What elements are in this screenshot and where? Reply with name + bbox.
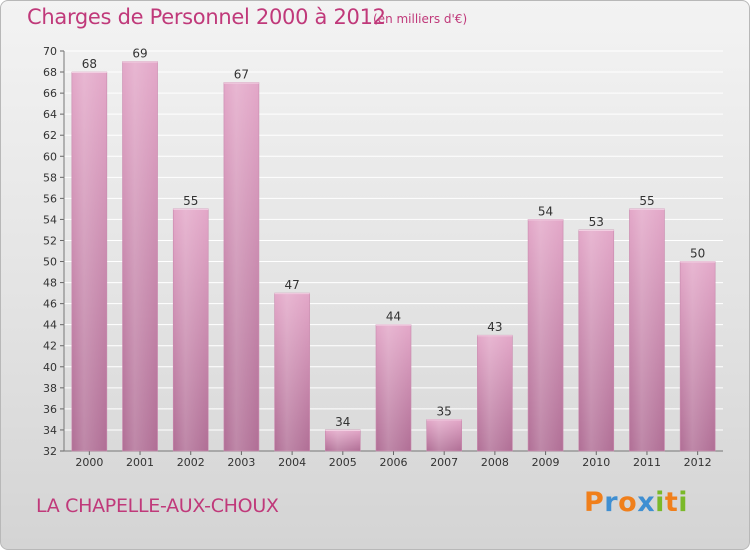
chart-title: Charges de Personnel 2000 à 2012: [27, 5, 386, 29]
data-label-2009: 54: [538, 204, 553, 218]
data-label-2008: 43: [487, 320, 502, 334]
x-tick-label-2002: 2002: [177, 456, 205, 469]
y-tick-label: 52: [43, 234, 57, 247]
data-label-2005: 34: [335, 415, 350, 429]
y-tick-label: 36: [43, 403, 57, 416]
data-label-2004: 47: [284, 278, 299, 292]
logo-letter: i: [678, 487, 689, 518]
y-tick-label: 60: [43, 150, 57, 163]
y-tick-label: 54: [43, 213, 57, 226]
x-tick-label-2007: 2007: [430, 456, 458, 469]
logo-letter: x: [637, 487, 656, 518]
y-tick-label: 32: [43, 445, 57, 458]
x-tick-label-2000: 2000: [75, 456, 103, 469]
x-tick-label-2006: 2006: [380, 456, 408, 469]
chart-subtitle: (en milliers d'€): [373, 12, 468, 26]
data-label-2007: 35: [437, 404, 452, 418]
bar-shine-2007: [426, 419, 462, 451]
bar-shine-2005: [325, 429, 361, 451]
bar-shine-2011: [629, 208, 665, 451]
bar-shine-2002: [173, 208, 209, 451]
data-label-2012: 50: [690, 247, 705, 261]
bar-shine-2004: [274, 293, 310, 451]
bar-shine-2010: [578, 229, 614, 451]
data-label-2006: 44: [386, 310, 401, 324]
logo-letter: P: [584, 487, 605, 518]
bar-shine-2000: [71, 72, 107, 451]
y-tick-label: 70: [43, 45, 57, 58]
logo-letter: i: [655, 487, 665, 518]
data-label-2010: 53: [589, 215, 604, 229]
y-tick-label: 42: [43, 340, 57, 353]
y-tick-label: 66: [43, 87, 57, 100]
y-tick-label: 46: [43, 298, 57, 311]
y-tick-label: 44: [43, 319, 57, 332]
y-tick-label: 48: [43, 277, 57, 290]
y-tick-label: 64: [43, 108, 57, 121]
y-tick-label: 34: [43, 424, 57, 437]
bar-shine-2008: [477, 335, 513, 451]
bar-shine-2012: [680, 261, 716, 451]
bar-shine-2009: [528, 219, 564, 451]
x-tick-label-2004: 2004: [278, 456, 306, 469]
y-tick-label: 40: [43, 361, 57, 374]
data-label-2003: 67: [234, 68, 249, 82]
place-name: LA CHAPELLE-AUX-CHOUX: [36, 495, 279, 517]
x-tick-label-2003: 2003: [227, 456, 255, 469]
logo-letter: t: [664, 487, 679, 518]
x-tick-label-2008: 2008: [481, 456, 509, 469]
x-tick-label-2001: 2001: [126, 456, 154, 469]
bar-layer: [71, 61, 716, 452]
y-tick-label: 56: [43, 192, 57, 205]
bar-shine-2001: [122, 61, 158, 452]
data-label-2000: 68: [82, 57, 97, 71]
y-tick-label: 68: [43, 66, 57, 79]
bar-shine-2003: [223, 82, 259, 451]
y-tick-label: 62: [43, 129, 57, 142]
bar-shine-2006: [376, 324, 411, 451]
x-tick-label-2005: 2005: [329, 456, 357, 469]
y-tick-label: 58: [43, 171, 57, 184]
y-tick-label: 38: [43, 382, 57, 395]
y-tick-label: 50: [43, 256, 57, 269]
x-tick-label-2010: 2010: [582, 456, 610, 469]
label-layer: 68 69 55 67 47 34 44 35 43 54 53 55 50: [82, 47, 706, 429]
data-label-2002: 55: [183, 194, 198, 208]
x-tick-label-2011: 2011: [633, 456, 661, 469]
logo-letter: r: [604, 487, 619, 518]
logo-letter: o: [618, 487, 638, 518]
data-label-2011: 55: [639, 194, 654, 208]
x-tick-label-2012: 2012: [684, 456, 712, 469]
proxiti-logo[interactable]: Proxiti: [584, 487, 688, 518]
x-tick-label-2009: 2009: [532, 456, 560, 469]
data-label-2001: 69: [132, 47, 147, 61]
